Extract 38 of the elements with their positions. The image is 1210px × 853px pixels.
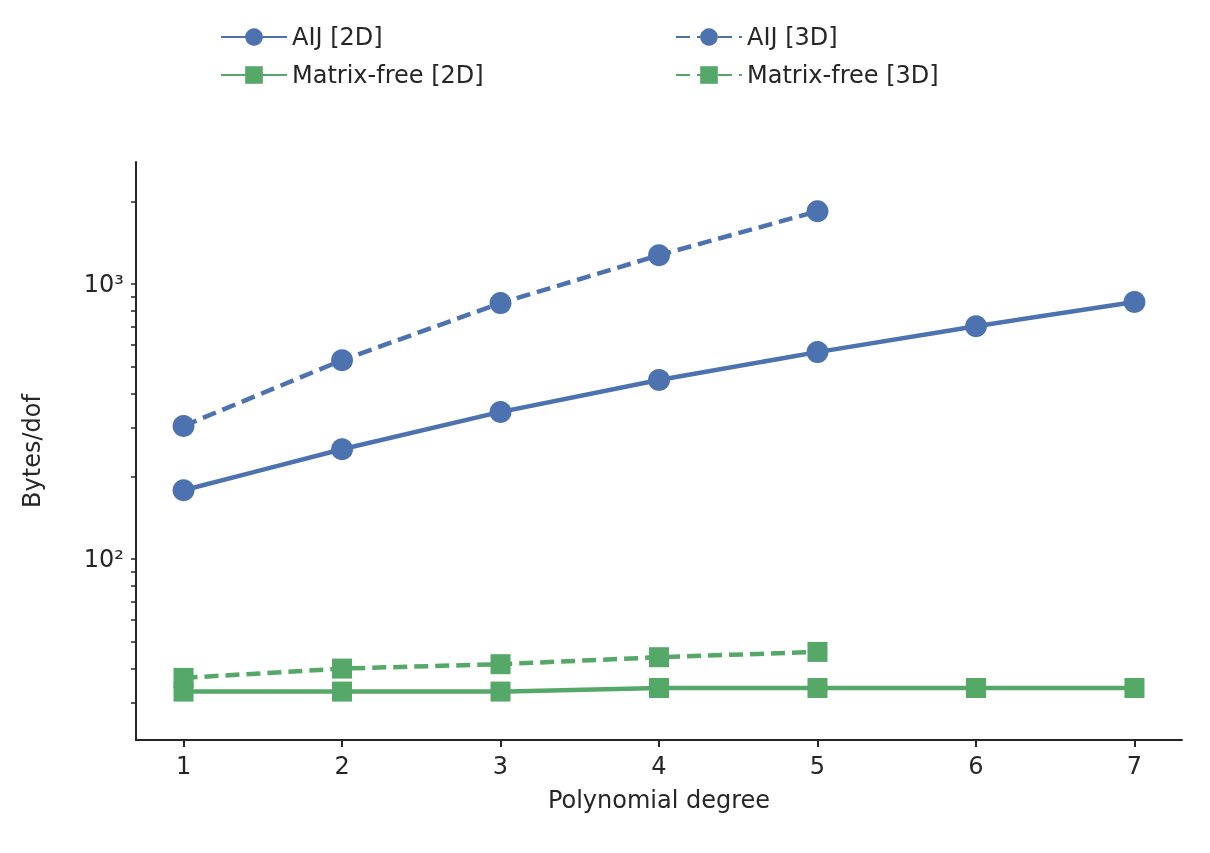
x-tick-label: 6 bbox=[968, 752, 984, 780]
point bbox=[807, 641, 828, 662]
point bbox=[332, 681, 353, 702]
point bbox=[173, 667, 194, 688]
point bbox=[965, 678, 986, 698]
point bbox=[807, 678, 828, 698]
x-axis-title: Polynomial degree bbox=[547, 786, 771, 814]
x-tick-label: 4 bbox=[651, 752, 667, 780]
x-tick-label: 2 bbox=[334, 752, 350, 780]
point bbox=[172, 479, 195, 502]
y-axis-title: Bytes/dof bbox=[18, 393, 46, 508]
point bbox=[806, 200, 829, 223]
x-tick-label: 5 bbox=[809, 752, 826, 780]
point bbox=[964, 315, 987, 338]
point bbox=[648, 244, 670, 267]
legend-label: AIJ [3D] bbox=[747, 23, 838, 51]
point bbox=[332, 658, 353, 679]
point bbox=[1124, 678, 1145, 698]
point bbox=[1123, 291, 1146, 313]
point bbox=[331, 349, 354, 372]
point bbox=[489, 292, 512, 315]
point bbox=[649, 647, 669, 668]
legend-label: Matrix-free [2D] bbox=[292, 61, 484, 89]
point bbox=[649, 678, 669, 698]
x-tick-label: 1 bbox=[175, 752, 192, 780]
legend-label: Matrix-free [3D] bbox=[747, 61, 939, 89]
point bbox=[331, 438, 354, 461]
y-tick-label: 10³ bbox=[83, 270, 124, 299]
legend-label: AIJ [2D] bbox=[292, 23, 383, 51]
point bbox=[172, 414, 195, 437]
point bbox=[648, 369, 670, 392]
point bbox=[490, 681, 511, 702]
point bbox=[490, 654, 511, 675]
point bbox=[489, 400, 512, 423]
x-tick-label: 7 bbox=[1126, 752, 1143, 780]
y-tick-label: 10² bbox=[83, 545, 124, 574]
x-tick-label: 3 bbox=[492, 752, 509, 780]
point bbox=[806, 341, 829, 364]
